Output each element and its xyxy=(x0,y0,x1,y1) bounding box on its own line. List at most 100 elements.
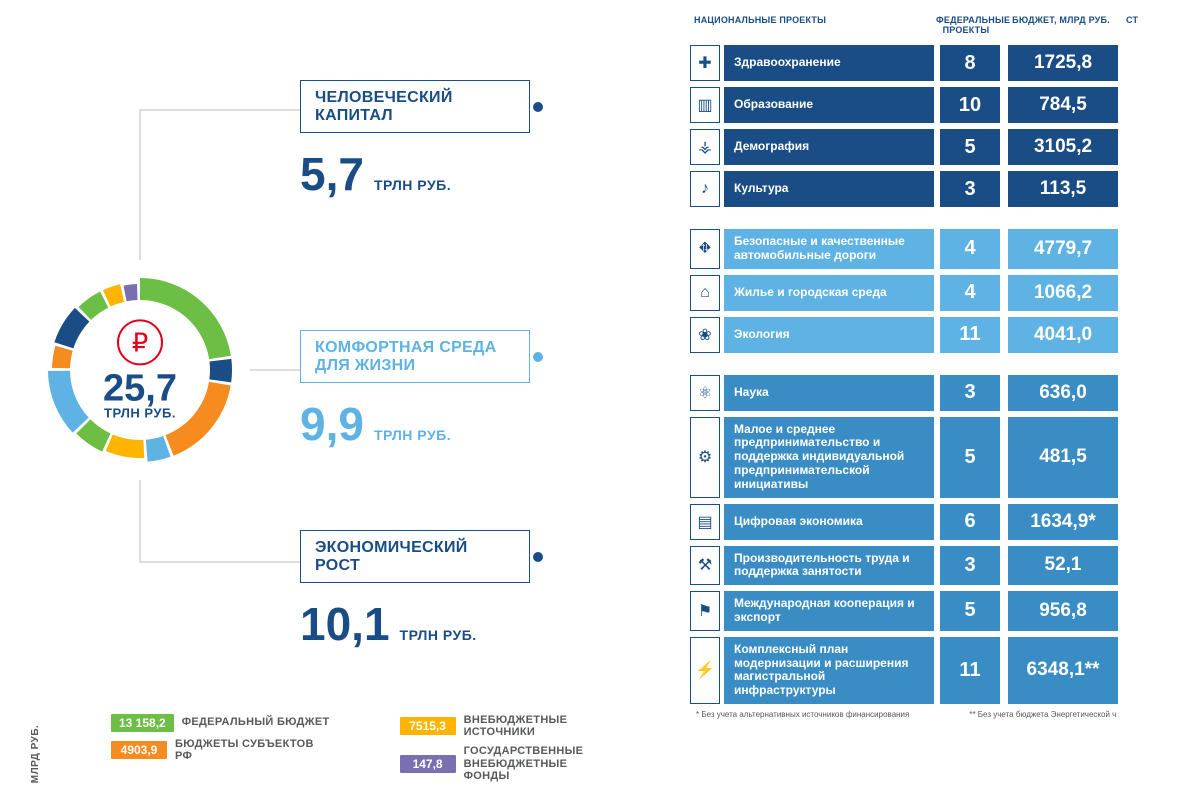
project-row: ⚒Производительность труда и поддержка за… xyxy=(690,546,1200,586)
project-name: Демография xyxy=(724,129,934,165)
project-row: ⚛Наука3636,0 xyxy=(690,375,1200,411)
category-block: ЧЕЛОВЕЧЕСКИЙКАПИТАЛ 5,7 ТРЛН РУБ. xyxy=(300,80,620,201)
project-icon: ✚ xyxy=(690,45,720,81)
legend-item: 13 158,2 ФЕДЕРАЛЬНЫЙ БЮДЖЕТ xyxy=(111,714,330,732)
project-name: Здравоохранение xyxy=(724,45,934,81)
project-icon: ▥ xyxy=(690,87,720,123)
project-budget: 3105,2 xyxy=(1008,129,1118,165)
project-icon: ⚛ xyxy=(690,375,720,411)
project-icon: ⌂ xyxy=(690,275,720,311)
project-row: ▥Образование10784,5 xyxy=(690,87,1200,123)
project-icon: ⚡ xyxy=(690,637,720,704)
project-name: Международная кооперация и экспорт xyxy=(724,591,934,631)
project-federal-count: 10 xyxy=(940,87,1000,123)
project-budget: 636,0 xyxy=(1008,375,1118,411)
project-row: ♪Культура3113,5 xyxy=(690,171,1200,207)
th-name: НАЦИОНАЛЬНЫЕ ПРОЕКТЫ xyxy=(694,15,936,35)
project-name: Малое и среднее предпринимательство и по… xyxy=(724,417,934,498)
project-federal-count: 8 xyxy=(940,45,1000,81)
project-icon: ⚒ xyxy=(690,546,720,586)
donut-total-unit: ТРЛН РУБ. xyxy=(103,406,177,421)
legend-label: БЮДЖЕТЫ СУБЪЕКТОВ РФ xyxy=(175,738,325,763)
category-unit: ТРЛН РУБ. xyxy=(400,627,477,643)
category-unit: ТРЛН РУБ. xyxy=(374,427,451,443)
project-row: ⚙Малое и среднее предпринимательство и п… xyxy=(690,417,1200,498)
project-icon: ❀ xyxy=(690,317,720,353)
legend-label: ФЕДЕРАЛЬНЫЙ БЮДЖЕТ xyxy=(182,716,330,729)
project-budget: 113,5 xyxy=(1008,171,1118,207)
donut-segment xyxy=(123,284,137,301)
project-name: Культура xyxy=(724,171,934,207)
legend-item: 7515,3 ВНЕБЮДЖЕТНЫЕ ИСТОЧНИКИ xyxy=(400,714,614,739)
project-row: ▤Цифровая экономика61634,9* xyxy=(690,504,1200,540)
donut-segment xyxy=(103,284,124,306)
project-federal-count: 5 xyxy=(940,591,1000,631)
project-row: ⌂Жилье и городская среда41066,2 xyxy=(690,275,1200,311)
category-value: 5,7 xyxy=(300,147,364,201)
donut-segment xyxy=(54,308,89,349)
project-icon: ⚙ xyxy=(690,417,720,498)
project-name: Экология xyxy=(724,317,934,353)
legend-label: ГОСУДАРСТВЕННЫЕ ВНЕБЮДЖЕТНЫЕ ФОНДЫ xyxy=(464,745,614,783)
project-row: ⚡Комплексный план модернизации и расшире… xyxy=(690,637,1200,704)
project-icon: ▤ xyxy=(690,504,720,540)
ruble-icon: ₽ xyxy=(117,319,163,365)
project-federal-count: 4 xyxy=(940,229,1000,269)
footnote-2: ** Без учета бюджета Энергетической ч xyxy=(969,710,1116,719)
project-row: ⚶Демография53105,2 xyxy=(690,129,1200,165)
project-federal-count: 11 xyxy=(940,637,1000,704)
donut-segment xyxy=(146,436,171,462)
left-panel: ₽ 25,7 ТРЛН РУБ. ЧЕЛОВЕЧЕСКИЙКАПИТАЛ 5,7 Т… xyxy=(0,0,680,803)
category-title: КОМФОРТНАЯ СРЕДАДЛЯ ЖИЗНИ xyxy=(300,330,530,383)
project-budget: 956,8 xyxy=(1008,591,1118,631)
donut-segment xyxy=(48,371,89,433)
project-budget: 1634,9* xyxy=(1008,504,1118,540)
th-budget: БЮДЖЕТ, МЛРД РУБ. xyxy=(1006,15,1116,35)
legend: МЛРД РУБ. 13 158,2 ФЕДЕРАЛЬНЫЙ БЮДЖЕТ 4903… xyxy=(30,714,614,783)
category-block: КОМФОРТНАЯ СРЕДАДЛЯ ЖИЗНИ 9,9 ТРЛН РУБ. xyxy=(300,330,620,451)
donut-segment xyxy=(52,346,73,369)
category-value: 9,9 xyxy=(300,397,364,451)
project-budget: 1725,8 xyxy=(1008,45,1118,81)
project-icon: ♪ xyxy=(690,171,720,207)
project-federal-count: 3 xyxy=(940,546,1000,586)
project-federal-count: 3 xyxy=(940,375,1000,411)
legend-value: 4903,9 xyxy=(111,741,167,759)
legend-label: ВНЕБЮДЖЕТНЫЕ ИСТОЧНИКИ xyxy=(464,714,614,739)
project-name: Комплексный план модернизации и расширен… xyxy=(724,637,934,704)
project-name: Производительность труда и поддержка зан… xyxy=(724,546,934,586)
table-header: НАЦИОНАЛЬНЫЕ ПРОЕКТЫ ФЕДЕРАЛЬНЫЕ ПРОЕКТЫ… xyxy=(690,15,1200,35)
project-icon: ⚶ xyxy=(690,129,720,165)
th-fp: ФЕДЕРАЛЬНЫЕ ПРОЕКТЫ xyxy=(936,15,996,35)
projects-table: НАЦИОНАЛЬНЫЕ ПРОЕКТЫ ФЕДЕРАЛЬНЫЕ ПРОЕКТЫ… xyxy=(680,0,1200,803)
project-row: ❀Экология114041,0 xyxy=(690,317,1200,353)
project-federal-count: 4 xyxy=(940,275,1000,311)
legend-value: 7515,3 xyxy=(400,717,456,735)
category-title: ЧЕЛОВЕЧЕСКИЙКАПИТАЛ xyxy=(300,80,530,133)
project-name: Цифровая экономика xyxy=(724,504,934,540)
footnote-1: * Без учета альтернативных источников фи… xyxy=(696,710,909,719)
project-budget: 1066,2 xyxy=(1008,275,1118,311)
category-unit: ТРЛН РУБ. xyxy=(374,177,451,193)
project-budget: 784,5 xyxy=(1008,87,1118,123)
project-name: Наука xyxy=(724,375,934,411)
project-name: Безопасные и качественные автомобильные … xyxy=(724,229,934,269)
project-federal-count: 5 xyxy=(940,417,1000,498)
project-name: Образование xyxy=(724,87,934,123)
th-extra: СТ xyxy=(1126,15,1166,35)
legend-ylabel: МЛРД РУБ. xyxy=(30,714,41,783)
project-budget: 4041,0 xyxy=(1008,317,1118,353)
project-federal-count: 6 xyxy=(940,504,1000,540)
legend-value: 13 158,2 xyxy=(111,714,174,732)
category-title: ЭКОНОМИЧЕСКИЙРОСТ xyxy=(300,530,530,583)
project-row: ✚Здравоохранение81725,8 xyxy=(690,45,1200,81)
donut-segment xyxy=(209,359,232,382)
project-federal-count: 3 xyxy=(940,171,1000,207)
legend-item: 147,8ГОСУДАРСТВЕННЫЕ ВНЕБЮДЖЕТНЫЕ ФОНДЫ xyxy=(400,745,614,783)
donut-segment xyxy=(106,434,145,458)
project-federal-count: 11 xyxy=(940,317,1000,353)
footnotes: * Без учета альтернативных источников фи… xyxy=(690,710,1200,719)
donut-total-value: 25,7 xyxy=(103,371,177,405)
project-federal-count: 5 xyxy=(940,129,1000,165)
project-icon: ⚑ xyxy=(690,591,720,631)
